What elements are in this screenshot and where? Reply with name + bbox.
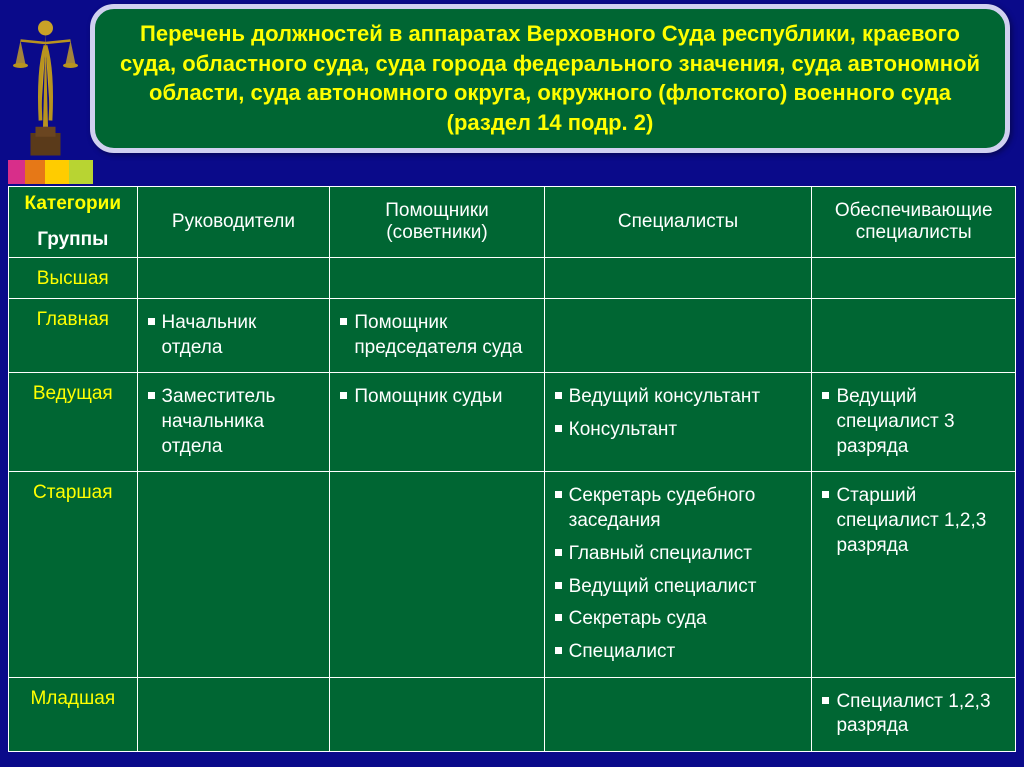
cell-list: Специалист 1,2,3 разряда: [822, 686, 1005, 743]
table-cell: [330, 258, 544, 299]
table-cell: [544, 258, 812, 299]
corner-bottom-label: Группы: [13, 229, 133, 251]
list-item: Ведущий консультант: [555, 381, 802, 414]
cell-list: Ведущий специалист 3 разряда: [822, 381, 1005, 463]
side-decoration: [0, 0, 90, 185]
bar-2: [25, 160, 45, 184]
list-item: Помощник судьи: [340, 381, 533, 414]
list-item: Помощник председателя суда: [340, 307, 533, 364]
justice-statue-icon: [8, 8, 83, 158]
group-label: Младшая: [9, 677, 138, 751]
list-item: Секретарь судебного заседания: [555, 480, 802, 537]
table-cell: Ведущий консультантКонсультант: [544, 373, 812, 472]
list-item: Старший специалист 1,2,3 разряда: [822, 480, 1005, 562]
list-item: Ведущий специалист: [555, 571, 802, 604]
cell-list: Секретарь судебного заседанияГлавный спе…: [555, 480, 802, 668]
list-item: Консультант: [555, 414, 802, 447]
table-cell: [137, 677, 330, 751]
table-row: Старшая Секретарь судебного заседанияГлав…: [9, 472, 1016, 677]
cell-list: Помощник председателя суда: [340, 307, 533, 364]
table-cell: [812, 299, 1016, 373]
list-item: Начальник отдела: [148, 307, 320, 364]
bar-3: [45, 160, 69, 184]
table-row: Младшая Специалист 1,2,3 разряда: [9, 677, 1016, 751]
table-cell: Помощник председателя суда: [330, 299, 544, 373]
column-header: Специалисты: [544, 187, 812, 258]
bar-4: [69, 160, 93, 184]
cell-list: Начальник отдела: [148, 307, 320, 364]
decoration-color-bars: [8, 160, 93, 184]
list-item: Специалист: [555, 636, 802, 669]
list-item: Секретарь суда: [555, 603, 802, 636]
list-item: Ведущий специалист 3 разряда: [822, 381, 1005, 463]
table-cell: [544, 677, 812, 751]
table-cell: Начальник отдела: [137, 299, 330, 373]
table-cell: [330, 472, 544, 677]
cell-list: Помощник судьи: [340, 381, 533, 414]
group-label: Главная: [9, 299, 138, 373]
column-header: Помощники (советники): [330, 187, 544, 258]
list-item: Специалист 1,2,3 разряда: [822, 686, 1005, 743]
list-item: Главный специалист: [555, 538, 802, 571]
column-header: Обеспечивающие специалисты: [812, 187, 1016, 258]
table-cell: Специалист 1,2,3 разряда: [812, 677, 1016, 751]
table-cell: [330, 677, 544, 751]
table-cell: [544, 299, 812, 373]
table-cell: Помощник судьи: [330, 373, 544, 472]
table-cell: [137, 258, 330, 299]
group-label: Старшая: [9, 472, 138, 677]
cell-list: Ведущий консультантКонсультант: [555, 381, 802, 446]
group-label: Ведущая: [9, 373, 138, 472]
table-header-row: Категории Группы Руководители Помощники …: [9, 187, 1016, 258]
table-row: ВедущаяЗаместитель начальника отдела Помо…: [9, 373, 1016, 472]
title-panel: Перечень должностей в аппаратах Верховно…: [90, 4, 1010, 153]
table-cell: Ведущий специалист 3 разряда: [812, 373, 1016, 472]
table-cell: Заместитель начальника отдела: [137, 373, 330, 472]
bar-1: [8, 160, 25, 184]
table-cell: Старший специалист 1,2,3 разряда: [812, 472, 1016, 677]
list-item: Заместитель начальника отдела: [148, 381, 320, 463]
table-cell: Секретарь судебного заседанияГлавный спе…: [544, 472, 812, 677]
table-row: ГлавнаяНачальник отдела Помощник председа…: [9, 299, 1016, 373]
table-cell: [137, 472, 330, 677]
corner-top-label: Категории: [13, 193, 133, 215]
column-header: Руководители: [137, 187, 330, 258]
corner-header: Категории Группы: [9, 187, 138, 258]
table-row: Высшая: [9, 258, 1016, 299]
positions-table: Категории Группы Руководители Помощники …: [8, 186, 1016, 752]
table-cell: [812, 258, 1016, 299]
cell-list: Заместитель начальника отдела: [148, 381, 320, 463]
group-label: Высшая: [9, 258, 138, 299]
page-title: Перечень должностей в аппаратах Верховно…: [113, 19, 987, 138]
cell-list: Старший специалист 1,2,3 разряда: [822, 480, 1005, 562]
